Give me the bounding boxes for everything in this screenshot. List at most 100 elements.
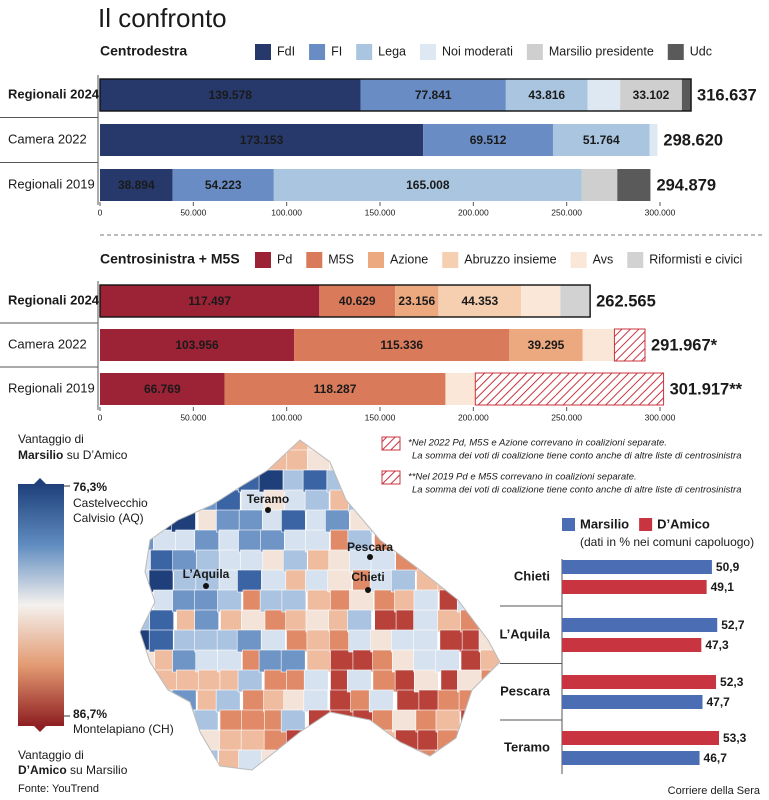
map-cell [140, 440, 152, 453]
value-label: 52,3 [720, 675, 744, 689]
map-cell [305, 569, 330, 593]
map-cell [194, 629, 220, 653]
bar [562, 580, 707, 594]
map-cell [263, 669, 289, 693]
scale-arrow [34, 726, 46, 732]
bar-segment [509, 329, 583, 361]
map-cell [352, 729, 378, 753]
map-max-label: 76,3% [73, 480, 107, 494]
map-cell [327, 569, 353, 593]
segment-label: 39.295 [528, 338, 565, 352]
map-cell [329, 709, 355, 733]
bar-segment [617, 169, 651, 201]
map-cell [413, 669, 439, 693]
map-cell [479, 589, 500, 613]
category-label: Regionali 2024 [8, 292, 100, 307]
map-cell [281, 769, 307, 770]
x-tick-label: 250.000 [551, 412, 582, 422]
x-tick-label: 100.000 [271, 207, 302, 217]
legend-label: FdI [277, 44, 295, 58]
map-cell [197, 469, 223, 493]
x-tick-label: 0 [98, 412, 103, 422]
map-cell [503, 510, 527, 532]
map-cell [460, 609, 485, 633]
map-cell [461, 749, 487, 770]
map-cell [240, 769, 266, 770]
bar-segment [100, 329, 295, 361]
map-cell [435, 709, 461, 733]
map-cell [457, 729, 483, 753]
map-cell [284, 529, 309, 553]
city-dot [203, 583, 209, 589]
map-cell [150, 440, 176, 453]
map-cell [176, 669, 201, 693]
map-cell [328, 769, 354, 770]
bar-segment [100, 373, 225, 405]
legend-label: Riformisti e civici [649, 252, 742, 266]
map-cell [480, 649, 500, 673]
map-cell [171, 709, 196, 733]
map-cell [437, 569, 463, 593]
map-cell [195, 440, 221, 453]
map-cell [149, 609, 174, 633]
map-cell [504, 530, 528, 552]
note: *Nel 2022 Pd, M5S e Azione correvano in … [408, 438, 667, 449]
legend-label: Noi moderati [442, 44, 513, 58]
bar-segment [649, 124, 658, 156]
map-cell [372, 669, 398, 693]
map-cell [240, 549, 265, 573]
category-label: Camera 2022 [8, 131, 87, 146]
x-tick-label: 200.000 [458, 412, 489, 422]
segment-label: 173.153 [240, 133, 284, 147]
map-cell [374, 609, 399, 633]
map-cell [306, 649, 332, 673]
x-tick-label: 250.000 [551, 207, 582, 217]
map-cell [439, 549, 465, 573]
map-cell [437, 689, 463, 713]
map-cell [217, 449, 243, 473]
map-cell [413, 529, 439, 553]
category-label: Teramo [504, 739, 550, 754]
map-cell [174, 449, 199, 473]
map-cell [305, 529, 330, 553]
category-label: Regionali 2024 [8, 86, 100, 101]
map-cell [194, 489, 220, 513]
map-cell [303, 729, 329, 753]
total-label: 316.637 [697, 86, 757, 104]
city-label: Pescara [347, 540, 393, 554]
map-cell [308, 709, 333, 733]
map-cell [391, 629, 416, 653]
legend-swatch [255, 44, 271, 60]
map-cell [457, 669, 482, 693]
map-cell [281, 589, 307, 613]
map-cell [461, 509, 486, 533]
legend-label: Udc [690, 44, 712, 58]
value-label: 52,7 [721, 618, 745, 632]
map-cell [149, 769, 174, 770]
map-cell [307, 769, 332, 770]
bar [562, 675, 717, 689]
legend-label: Abruzzo insieme [464, 252, 556, 266]
map-cell [150, 549, 175, 573]
map-cell [479, 709, 500, 733]
legend-label: M5S [328, 252, 354, 266]
map-cell [414, 749, 440, 770]
bar-segment [582, 329, 615, 361]
map-cell [194, 529, 220, 553]
map-cell [305, 609, 331, 633]
map-cell [479, 769, 500, 770]
map-cell [173, 469, 199, 493]
map-cell [347, 749, 373, 770]
segment-label: 33.102 [633, 88, 670, 102]
total-label: 294.879 [656, 176, 716, 194]
map-cell [391, 749, 417, 770]
map-min-label: 86,7% [73, 707, 107, 721]
category-label: Regionali 2019 [8, 380, 95, 395]
map-cell [391, 569, 416, 593]
map-cell [264, 609, 290, 633]
map-cell [238, 509, 264, 533]
segment-label: 77.841 [415, 88, 452, 102]
map-cell [330, 649, 355, 673]
map-cell [217, 589, 242, 613]
legend-label: Avs [593, 252, 614, 266]
